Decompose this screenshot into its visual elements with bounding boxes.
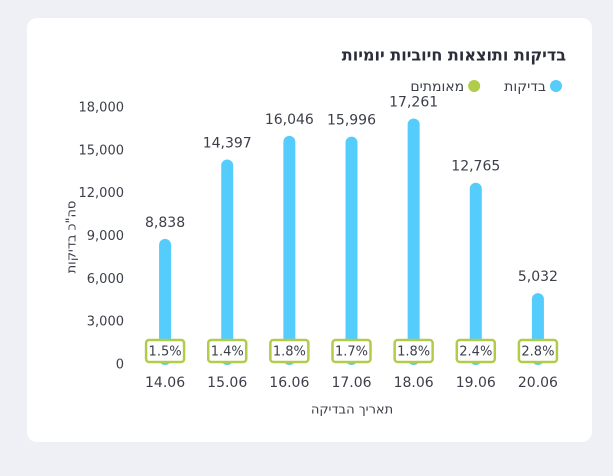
value-label: 5,032: [518, 269, 558, 285]
legend-swatch: [550, 80, 562, 92]
value-label: 15,996: [327, 113, 376, 129]
x-tick-label: 15.06: [207, 375, 247, 391]
bar: [469, 182, 482, 365]
bar: [159, 238, 172, 365]
rate-label: 2.8%: [521, 345, 554, 360]
rate-box: [393, 338, 434, 364]
x-tick-label: 20.06: [518, 375, 558, 391]
y-tick-label: 12,000: [79, 186, 125, 201]
rate-label: 1.8%: [397, 345, 430, 360]
bar: [407, 118, 420, 366]
x-tick-label: 17.06: [331, 375, 371, 391]
chart-title: בדיקות ותוצאות חיוביות יומיות: [342, 46, 566, 65]
value-label: 17,261: [389, 95, 438, 111]
value-label: 8,838: [145, 215, 185, 231]
rate-box: [206, 338, 248, 364]
legend-label: מאומתים: [410, 79, 464, 95]
bar: [221, 159, 234, 365]
x-tick-label: 18.06: [394, 375, 434, 391]
x-tick-label: 16.06: [269, 375, 309, 391]
y-tick-label: 15,000: [79, 143, 125, 158]
x-tick-label: 14.06: [145, 375, 185, 391]
rate-box: [455, 338, 497, 364]
rate-box: [331, 338, 372, 364]
y-axis-title: סה"כ בדיקות: [65, 201, 80, 274]
rate-box: [269, 338, 310, 364]
rate-label: 2.4%: [459, 345, 492, 360]
x-tick-label: 19.06: [456, 375, 496, 391]
value-label: 12,765: [451, 159, 500, 175]
value-label: 16,046: [265, 112, 314, 128]
rate-box: [517, 338, 559, 364]
rate-label: 1.4%: [211, 345, 244, 360]
value-label: 14,397: [203, 135, 252, 151]
bar: [345, 136, 358, 365]
legend-label: בדיקות: [504, 79, 546, 95]
rate-box: [144, 338, 186, 364]
bar: [283, 135, 296, 365]
y-tick-label: 0: [116, 358, 124, 373]
y-tick-label: 6,000: [87, 272, 124, 287]
x-axis-title: תאריך הבדיקה: [311, 403, 393, 418]
rate-label: 1.7%: [335, 345, 368, 360]
rate-label: 1.8%: [273, 345, 306, 360]
y-tick-label: 3,000: [87, 315, 124, 330]
rate-label: 1.5%: [149, 345, 182, 360]
y-tick-label: 9,000: [87, 229, 124, 244]
legend-swatch: [468, 80, 481, 92]
y-tick-label: 18,000: [79, 101, 125, 116]
